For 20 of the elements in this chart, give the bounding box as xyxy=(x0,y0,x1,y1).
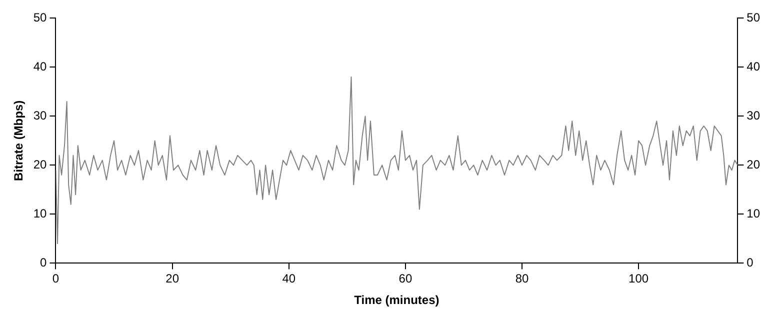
x-tick-label: 80 xyxy=(515,272,529,286)
y-tick-label: 0 xyxy=(40,256,48,270)
y2-tick-label: 50 xyxy=(746,10,760,25)
x-tick-label: 0 xyxy=(52,272,60,286)
x-tick-label: 100 xyxy=(628,272,649,286)
x-tick-label: 60 xyxy=(398,272,412,286)
y-tick-label: 10 xyxy=(33,206,48,221)
x-tick-label: 40 xyxy=(282,272,296,286)
y2-tick-label: 0 xyxy=(746,256,754,270)
y2-tick-label: 10 xyxy=(746,206,760,221)
y2-tick-label: 20 xyxy=(746,158,760,172)
y-tick-label: 30 xyxy=(33,108,48,123)
y2-tick-label: 40 xyxy=(746,60,760,74)
y-axis-title: Bitrate (Mbps) xyxy=(12,100,26,182)
y-tick-label: 50 xyxy=(33,10,48,25)
x-tick-label: 20 xyxy=(166,272,180,286)
y-tick-label: 20 xyxy=(33,158,48,172)
x-axis-title: Time (minutes) xyxy=(354,293,440,308)
y2-tick-label: 30 xyxy=(746,108,760,123)
y-tick-label: 40 xyxy=(33,60,48,74)
